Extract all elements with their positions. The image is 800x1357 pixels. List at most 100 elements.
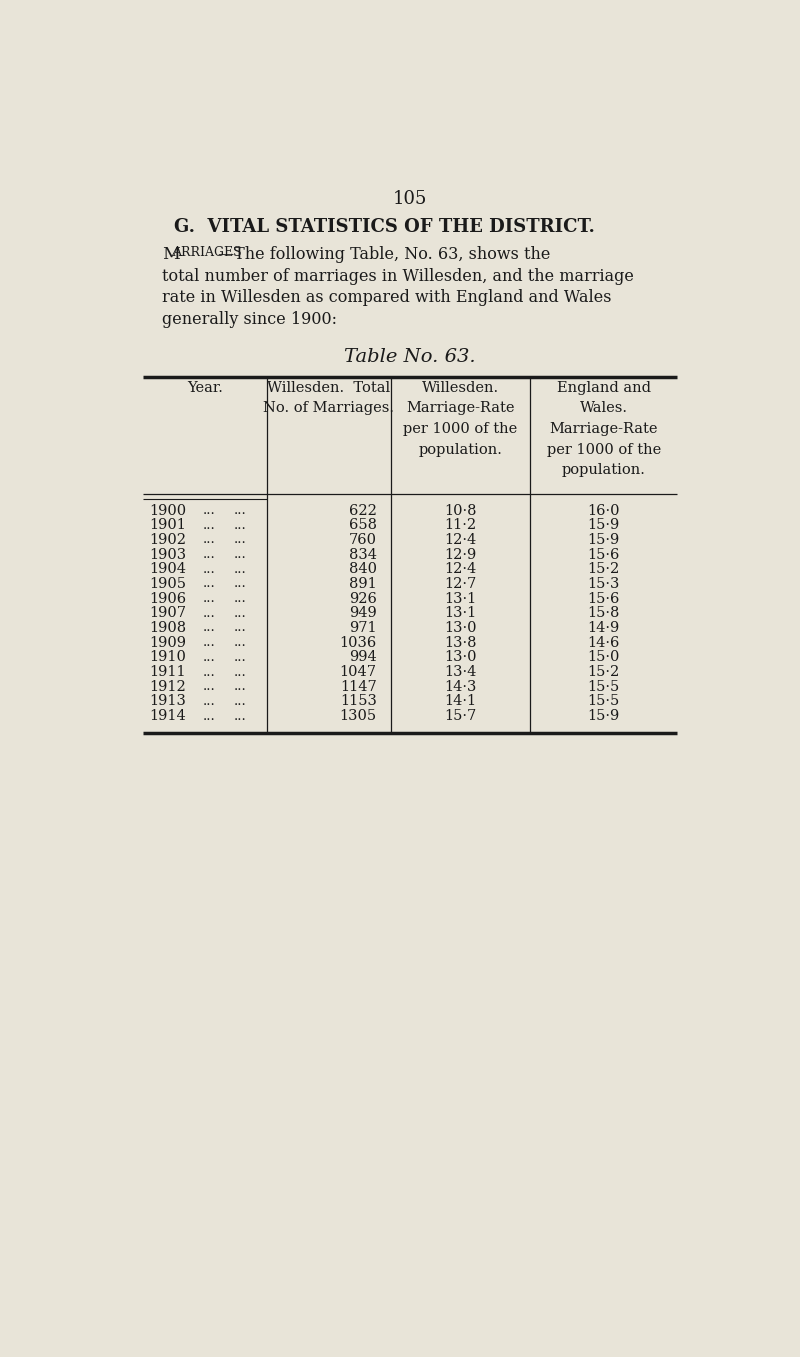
- Text: 971: 971: [349, 622, 377, 635]
- Text: 1153: 1153: [340, 695, 377, 708]
- Text: Willesden.  Total
No. of Marriages.: Willesden. Total No. of Marriages.: [263, 381, 394, 415]
- Text: England and
Wales.
Marriage-Rate
per 1000 of the
population.: England and Wales. Marriage-Rate per 100…: [546, 381, 661, 478]
- Text: 1913: 1913: [149, 695, 186, 708]
- Text: 1909: 1909: [149, 635, 186, 650]
- Text: 13·0: 13·0: [444, 622, 477, 635]
- Text: 1906: 1906: [149, 592, 186, 605]
- Text: ...: ...: [234, 503, 247, 517]
- Text: ...: ...: [203, 665, 216, 678]
- Text: ...: ...: [203, 651, 216, 664]
- Text: 658: 658: [349, 518, 377, 532]
- Text: M: M: [162, 246, 180, 263]
- Text: ...: ...: [203, 622, 216, 635]
- Text: ...: ...: [234, 592, 247, 605]
- Text: ...: ...: [234, 548, 247, 560]
- Text: 1912: 1912: [149, 680, 186, 693]
- Text: 15·9: 15·9: [588, 710, 620, 723]
- Text: 1903: 1903: [149, 548, 186, 562]
- Text: ...: ...: [203, 578, 216, 590]
- Text: Year.: Year.: [186, 381, 222, 395]
- Text: 16·0: 16·0: [587, 503, 620, 517]
- Text: ...: ...: [234, 636, 247, 649]
- Text: 1147: 1147: [340, 680, 377, 693]
- Text: 15·6: 15·6: [587, 592, 620, 605]
- Text: ...: ...: [234, 578, 247, 590]
- Text: ...: ...: [234, 695, 247, 708]
- Text: 1911: 1911: [149, 665, 186, 678]
- Text: 15·8: 15·8: [587, 607, 620, 620]
- Text: ...: ...: [234, 651, 247, 664]
- Text: ...: ...: [234, 665, 247, 678]
- Text: 1305: 1305: [339, 710, 377, 723]
- Text: ...: ...: [234, 563, 247, 575]
- Text: generally since 1900:: generally since 1900:: [162, 311, 337, 327]
- Text: ...: ...: [203, 563, 216, 575]
- Text: ...: ...: [203, 695, 216, 708]
- Text: 1914: 1914: [149, 710, 186, 723]
- Text: ...: ...: [203, 636, 216, 649]
- Text: ...: ...: [234, 518, 247, 532]
- Text: ...: ...: [203, 503, 216, 517]
- Text: 15·0: 15·0: [587, 650, 620, 665]
- Text: 1904: 1904: [149, 562, 186, 577]
- Text: 12·7: 12·7: [444, 577, 477, 590]
- Text: 13·1: 13·1: [444, 607, 477, 620]
- Text: ...: ...: [234, 533, 247, 547]
- Text: rate in Willesden as compared with England and Wales: rate in Willesden as compared with Engla…: [162, 289, 611, 307]
- Text: 15·5: 15·5: [588, 695, 620, 708]
- Text: 1908: 1908: [149, 622, 186, 635]
- Text: 891: 891: [349, 577, 377, 590]
- Text: ...: ...: [203, 592, 216, 605]
- Text: 926: 926: [349, 592, 377, 605]
- Text: 1907: 1907: [149, 607, 186, 620]
- Text: ...: ...: [203, 533, 216, 547]
- Text: 15·2: 15·2: [588, 665, 620, 678]
- Text: Table No. 63.: Table No. 63.: [344, 347, 476, 365]
- Text: 949: 949: [349, 607, 377, 620]
- Text: total number of marriages in Willesden, and the marriage: total number of marriages in Willesden, …: [162, 267, 634, 285]
- Text: 15·2: 15·2: [588, 562, 620, 577]
- Text: 14·9: 14·9: [588, 622, 620, 635]
- Text: ...: ...: [203, 518, 216, 532]
- Text: 12·9: 12·9: [444, 548, 477, 562]
- Text: 13·4: 13·4: [444, 665, 477, 678]
- Text: 1901: 1901: [149, 518, 186, 532]
- Text: 14·6: 14·6: [587, 635, 620, 650]
- Text: 105: 105: [393, 190, 427, 208]
- Text: —The following Table, No. 63, shows the: —The following Table, No. 63, shows the: [218, 246, 550, 263]
- Text: 15·3: 15·3: [587, 577, 620, 590]
- Text: 840: 840: [349, 562, 377, 577]
- Text: 13·8: 13·8: [444, 635, 477, 650]
- Text: ...: ...: [203, 710, 216, 722]
- Text: 10·8: 10·8: [444, 503, 477, 517]
- Text: 14·3: 14·3: [444, 680, 477, 693]
- Text: 1902: 1902: [149, 533, 186, 547]
- Text: 14·1: 14·1: [444, 695, 477, 708]
- Text: 15·9: 15·9: [588, 533, 620, 547]
- Text: 1905: 1905: [149, 577, 186, 590]
- Text: 13·0: 13·0: [444, 650, 477, 665]
- Text: 12·4: 12·4: [444, 562, 477, 577]
- Text: G.  VITAL STATISTICS OF THE DISTRICT.: G. VITAL STATISTICS OF THE DISTRICT.: [174, 218, 594, 236]
- Text: ...: ...: [234, 607, 247, 620]
- Text: 15·7: 15·7: [444, 710, 477, 723]
- Text: ARRIAGES: ARRIAGES: [172, 246, 242, 259]
- Text: Willesden.
Marriage-Rate
per 1000 of the
population.: Willesden. Marriage-Rate per 1000 of the…: [403, 381, 518, 456]
- Text: 1910: 1910: [149, 650, 186, 665]
- Text: 12·4: 12·4: [444, 533, 477, 547]
- Text: 15·6: 15·6: [587, 548, 620, 562]
- Text: 11·2: 11·2: [444, 518, 477, 532]
- Text: 994: 994: [349, 650, 377, 665]
- Text: 760: 760: [349, 533, 377, 547]
- Text: 1047: 1047: [340, 665, 377, 678]
- Text: ...: ...: [234, 710, 247, 722]
- Text: 1036: 1036: [339, 635, 377, 650]
- Text: ...: ...: [234, 680, 247, 693]
- Text: 15·9: 15·9: [588, 518, 620, 532]
- Text: 13·1: 13·1: [444, 592, 477, 605]
- Text: ...: ...: [203, 607, 216, 620]
- Text: ...: ...: [234, 622, 247, 635]
- Text: ...: ...: [203, 548, 216, 560]
- Text: 622: 622: [349, 503, 377, 517]
- Text: 1900: 1900: [149, 503, 186, 517]
